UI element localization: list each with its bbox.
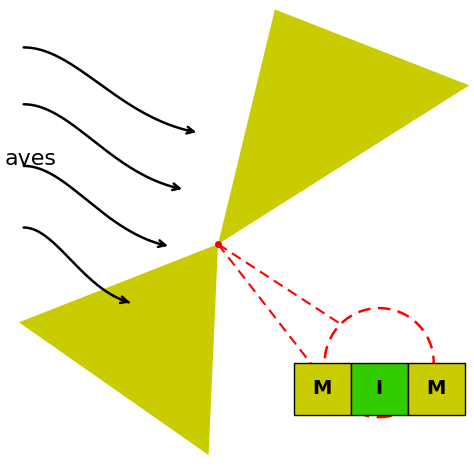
Text: I: I	[375, 379, 383, 398]
Polygon shape	[218, 9, 469, 244]
Bar	[351, 363, 408, 415]
Text: M: M	[313, 379, 332, 398]
Polygon shape	[19, 244, 218, 455]
Bar	[294, 363, 351, 415]
Text: M: M	[427, 379, 446, 398]
Bar	[408, 363, 465, 415]
Text: aves: aves	[5, 149, 57, 169]
